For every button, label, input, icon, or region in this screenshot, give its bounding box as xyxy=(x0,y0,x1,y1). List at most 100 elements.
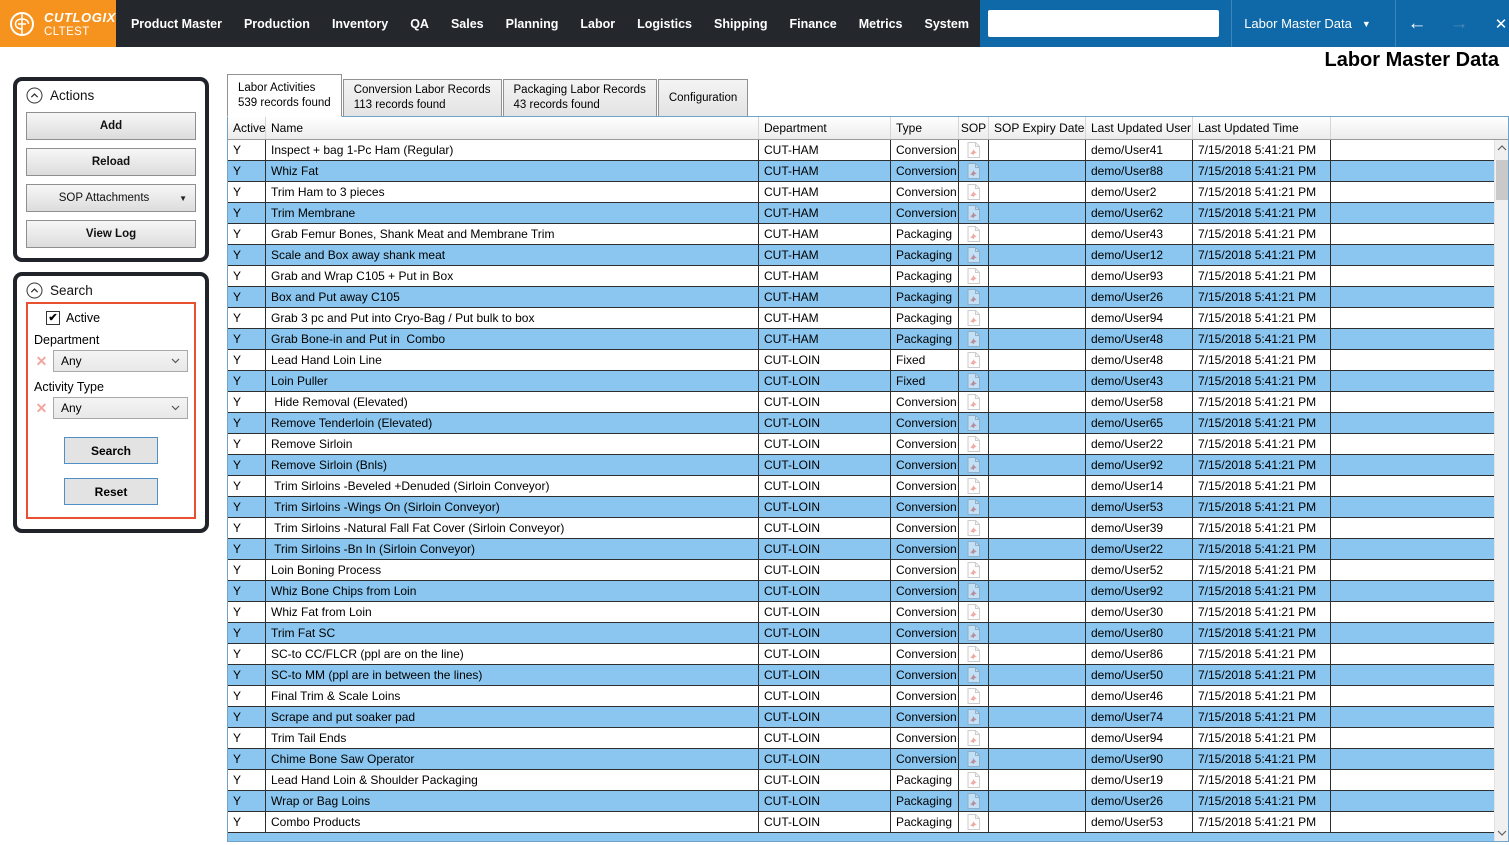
sop-pdf-icon[interactable] xyxy=(967,478,980,494)
table-row[interactable]: Y Remove Sirloin (Bnls) CUT-LOIN Conversion… xyxy=(228,455,1494,476)
table-row[interactable]: Y Lead Hand Loin Line CUT-LOIN Fixed demo/Us… xyxy=(228,350,1494,371)
table-row[interactable]: Y Whiz Fat CUT-HAM Conversion demo/User88 7/1… xyxy=(228,161,1494,182)
column-header-name[interactable]: Name xyxy=(266,117,759,139)
menu-item-planning[interactable]: Planning xyxy=(505,16,559,31)
sop-pdf-icon[interactable] xyxy=(967,205,980,221)
department-select[interactable]: Any xyxy=(53,350,188,372)
reload-button[interactable]: Reload xyxy=(26,148,196,176)
clear-activity-type-icon[interactable]: ✕ xyxy=(35,399,48,416)
activity-type-select[interactable]: Any xyxy=(53,397,188,419)
view-log-button[interactable]: View Log xyxy=(26,220,196,248)
sop-pdf-icon[interactable] xyxy=(967,688,980,704)
search-button[interactable]: Search xyxy=(64,437,158,464)
menu-item-shipping[interactable]: Shipping xyxy=(714,16,768,31)
sop-pdf-icon[interactable] xyxy=(967,667,980,683)
table-row[interactable]: Y Scrape and put soaker pad CUT-LOIN Conver… xyxy=(228,707,1494,728)
table-row[interactable]: Y Whiz Bone Chips from Loin CUT-LOIN Conver… xyxy=(228,581,1494,602)
menu-item-qa[interactable]: QA xyxy=(410,16,429,31)
global-search-input[interactable] xyxy=(988,10,1219,37)
menu-item-labor[interactable]: Labor xyxy=(580,16,616,31)
column-header-sop[interactable]: SOP xyxy=(959,117,989,139)
table-row[interactable]: Y Remove Tenderloin (Elevated) CUT-LOIN Con… xyxy=(228,413,1494,434)
chevron-down-icon[interactable] xyxy=(1497,830,1507,836)
table-row[interactable]: Y Trim Sirloins -Natural Fall Fat Cover … xyxy=(228,518,1494,539)
table-row[interactable]: Y Loin Puller CUT-LOIN Fixed demo/User43 7/15… xyxy=(228,371,1494,392)
table-row[interactable]: Y Trim Ham to 3 pieces CUT-HAM Conversion de… xyxy=(228,182,1494,203)
sop-pdf-icon[interactable] xyxy=(967,226,980,242)
table-row[interactable]: Y Grab Femur Bones, Shank Meat and Membra… xyxy=(228,224,1494,245)
table-row[interactable]: Y Loin Boning Process CUT-LOIN Conversion de… xyxy=(228,560,1494,581)
table-row[interactable]: Y Remove Sirloin CUT-LOIN Conversion demo/Us… xyxy=(228,434,1494,455)
tab-packaging-labor-records[interactable]: Packaging Labor Records 43 records found xyxy=(502,79,657,116)
column-header-sop-expiry-date[interactable]: SOP Expiry Date xyxy=(989,117,1086,139)
vertical-scrollbar[interactable] xyxy=(1494,140,1508,841)
table-row[interactable]: Y Box and Put away C105 CUT-HAM Packaging de… xyxy=(228,287,1494,308)
menu-item-metrics[interactable]: Metrics xyxy=(858,16,903,31)
sop-pdf-icon[interactable] xyxy=(967,751,980,767)
scrollbar-thumb[interactable] xyxy=(1496,160,1508,200)
table-row[interactable]: Y Hide Removal (Elevated) CUT-LOIN Convers… xyxy=(228,392,1494,413)
menu-item-finance[interactable]: Finance xyxy=(789,16,837,31)
sop-pdf-icon[interactable] xyxy=(967,562,980,578)
reset-button[interactable]: Reset xyxy=(64,478,158,505)
column-header-last-updated-user[interactable]: Last Updated User xyxy=(1086,117,1193,139)
table-row[interactable]: Y SC-to MM (ppl are in between the lines)… xyxy=(228,665,1494,686)
app-logo[interactable]: CUTLOGIX CLTEST xyxy=(0,0,116,47)
sop-pdf-icon[interactable] xyxy=(967,289,980,305)
forward-button[interactable]: → xyxy=(1438,0,1480,47)
sop-pdf-icon[interactable] xyxy=(967,352,980,368)
sop-pdf-icon[interactable] xyxy=(967,163,980,179)
sop-pdf-icon[interactable] xyxy=(967,184,980,200)
table-row[interactable]: Y Lead Hand Loin & Shoulder Packaging CUT-… xyxy=(228,770,1494,791)
add-button[interactable]: Add xyxy=(26,112,196,140)
sop-pdf-icon[interactable] xyxy=(967,310,980,326)
clear-department-icon[interactable]: ✕ xyxy=(35,352,48,369)
tab-conversion-labor-records[interactable]: Conversion Labor Records 113 records foun… xyxy=(342,79,502,116)
sop-pdf-icon[interactable] xyxy=(967,415,980,431)
sop-pdf-icon[interactable] xyxy=(967,268,980,284)
table-row[interactable]: Y Inspect + bag 1-Pc Ham (Regular) CUT-HAM… xyxy=(228,140,1494,161)
sop-pdf-icon[interactable] xyxy=(967,583,980,599)
sop-pdf-icon[interactable] xyxy=(967,331,980,347)
sop-pdf-icon[interactable] xyxy=(967,520,980,536)
search-panel-header[interactable]: Search xyxy=(26,282,196,299)
table-row[interactable]: Y SC-to CC/FLCR (ppl are on the line) CUT-… xyxy=(228,644,1494,665)
sop-pdf-icon[interactable] xyxy=(967,730,980,746)
table-row[interactable]: Y Trim Sirloins -Wings On (Sirloin Conve… xyxy=(228,497,1494,518)
sop-pdf-icon[interactable] xyxy=(967,373,980,389)
sop-pdf-icon[interactable] xyxy=(967,793,980,809)
close-screen-button[interactable]: ✕ xyxy=(1480,0,1509,47)
table-row[interactable]: Y Trim Sirloins -Bn In (Sirloin Conveyor… xyxy=(228,539,1494,560)
sop-pdf-icon[interactable] xyxy=(967,604,980,620)
sop-pdf-icon[interactable] xyxy=(967,709,980,725)
menu-item-system[interactable]: System xyxy=(924,16,969,31)
sop-pdf-icon[interactable] xyxy=(967,499,980,515)
table-row[interactable]: Y Grab and Wrap C105 + Put in Box CUT-HAM P… xyxy=(228,266,1494,287)
table-row[interactable]: Y Grab Bone-in and Put in Combo CUT-HAM Pac… xyxy=(228,329,1494,350)
table-row[interactable]: Y Chime Bone Saw Operator CUT-LOIN Conversi… xyxy=(228,749,1494,770)
menu-item-production[interactable]: Production xyxy=(243,16,310,31)
sop-pdf-icon[interactable] xyxy=(967,394,980,410)
sop-pdf-icon[interactable] xyxy=(967,814,980,830)
sop-pdf-icon[interactable] xyxy=(967,247,980,263)
table-row[interactable]: Y Trim Membrane CUT-HAM Conversion demo/User… xyxy=(228,203,1494,224)
sop-pdf-icon[interactable] xyxy=(967,772,980,788)
sop-pdf-icon[interactable] xyxy=(967,646,980,662)
table-row[interactable]: Y Trim Tail Ends CUT-LOIN Conversion demo/Us… xyxy=(228,728,1494,749)
screen-selector-dropdown[interactable]: Labor Master Data ▼ xyxy=(1232,0,1383,47)
sop-pdf-icon[interactable] xyxy=(967,541,980,557)
tab-labor-activities[interactable]: Labor Activities 539 records found xyxy=(227,74,342,117)
table-row[interactable]: Y Combo Products CUT-LOIN Packaging demo/Use… xyxy=(228,812,1494,833)
sop-pdf-icon[interactable] xyxy=(967,457,980,473)
tab-configuration[interactable]: Configuration xyxy=(657,79,749,116)
table-row[interactable]: Y Whiz Fat from Loin CUT-LOIN Conversion dem… xyxy=(228,602,1494,623)
table-row[interactable]: Y Trim Fat SC CUT-LOIN Conversion demo/User8… xyxy=(228,623,1494,644)
column-header-department[interactable]: Department xyxy=(759,117,891,139)
table-row[interactable]: Y Trim Sirloins -Beveled +Denuded (Sirlo… xyxy=(228,476,1494,497)
actions-panel-header[interactable]: Actions xyxy=(26,87,196,104)
table-row[interactable]: Y Wrap or Bag Loins CUT-LOIN Packaging demo/… xyxy=(228,791,1494,812)
column-header-type[interactable]: Type xyxy=(891,117,959,139)
menu-item-sales[interactable]: Sales xyxy=(450,16,484,31)
active-filter[interactable]: Active xyxy=(46,311,188,325)
table-row[interactable]: Y Grab 3 pc and Put into Cryo-Bag / Put b… xyxy=(228,308,1494,329)
